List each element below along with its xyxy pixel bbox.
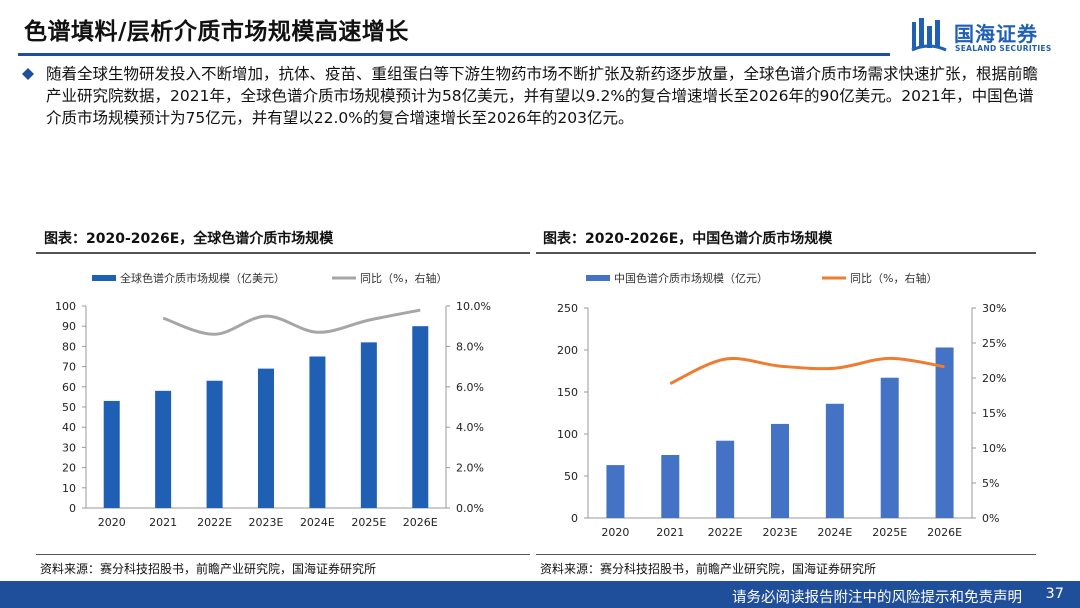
x-tick-label: 2025E — [872, 526, 907, 539]
x-tick-label: 2021 — [149, 516, 177, 529]
bar-2021 — [661, 455, 680, 518]
bar-2026E — [412, 326, 429, 508]
diamond-bullet-icon — [22, 68, 34, 80]
y2-tick-label: 8.0% — [456, 340, 484, 353]
y2-tick-label: 0% — [982, 512, 999, 525]
bar-2022E — [206, 380, 223, 508]
chart-global: 全球色谱介质市场规模（亿美元） 同比（%，右轴） 0 10 20 30 40 50 60 70 80… — [55, 271, 491, 529]
y-tick-label: 90 — [62, 320, 76, 333]
y-tick-label: 50 — [62, 401, 76, 414]
x-tick-label: 2026E — [403, 516, 438, 529]
y2-tick-label: 6.0% — [456, 381, 484, 394]
disclaimer-text: 请务必阅读报告附注中的风险提示和免责声明 — [732, 590, 1022, 606]
legend-bar-label: 中国色谱介质市场规模（亿元） — [614, 271, 768, 285]
page-number: 37 — [1045, 586, 1064, 602]
bar-2023E — [258, 368, 274, 508]
yoy-line — [162, 308, 421, 336]
legend-bar-label: 全球色谱介质市场规模（亿美元） — [120, 271, 285, 285]
logo: 国海证券 SEALAND SECURITIES — [910, 16, 1070, 56]
legend-line-label: 同比（%，右轴） — [360, 271, 447, 285]
footer-bar: 请务必阅读报告附注中的风险提示和免责声明 37 — [0, 581, 1080, 608]
x-tick-label: 2023E — [249, 516, 284, 529]
y-tick-label: 100 — [557, 428, 578, 441]
source-global: 资料来源：赛分科技招股书，前瞻产业研究院，国海证券研究所 — [40, 562, 377, 576]
x-tick-label: 2020 — [601, 526, 629, 539]
y-tick-label: 0 — [69, 502, 76, 515]
y-tick-label: 250 — [557, 302, 578, 315]
x-tick-label: 2025E — [351, 516, 386, 529]
y2-tick-label: 25% — [982, 337, 1006, 350]
x-tick-label: 2023E — [763, 526, 798, 539]
y-tick-label: 30 — [62, 441, 76, 454]
chart-china: 中国色谱介质市场规模（亿元） 同比（%，右轴） 0 50 100 150 200 250 0% 5… — [557, 271, 1006, 539]
header-rule — [18, 53, 890, 56]
legend-line-label: 同比（%，右轴） — [850, 271, 937, 285]
summary-paragraph: 随着全球生物研发投入不断增加，抗体、疫苗、重组蛋白等下游生物药市场不断扩张及新药… — [46, 65, 1039, 127]
bar-2024E — [309, 356, 326, 508]
x-tick-label: 2024E — [300, 516, 335, 529]
x-tick-label: 2022E — [197, 516, 232, 529]
y-tick-label: 10 — [62, 482, 76, 495]
bar-2023E — [771, 423, 789, 518]
chart-title-china: 图表：2020-2026E，中国色谱介质市场规模 — [543, 231, 833, 247]
legend-bar-swatch — [586, 275, 610, 281]
y-tick-label: 50 — [564, 470, 578, 483]
y2-tick-label: 20% — [982, 372, 1006, 385]
bar-2025E — [360, 342, 377, 508]
y2-tick-label: 2.0% — [456, 462, 484, 475]
y-tick-label: 100 — [55, 300, 76, 313]
chart-title-global: 图表：2020-2026E，全球色谱介质市场规模 — [44, 231, 334, 247]
y2-tick-label: 0.0% — [456, 502, 484, 515]
y2-tick-label: 4.0% — [456, 421, 484, 434]
y-tick-label: 40 — [62, 421, 76, 434]
y2-tick-label: 30% — [982, 302, 1006, 315]
source-rule-china — [536, 554, 1036, 555]
y-tick-label: 150 — [557, 386, 578, 399]
y-tick-label: 70 — [62, 361, 76, 374]
bar-2024E — [825, 403, 844, 518]
x-tick-label: 2024E — [817, 526, 852, 539]
y-tick-label: 0 — [571, 512, 578, 525]
y-tick-label: 20 — [62, 462, 76, 475]
y2-tick-label: 5% — [982, 477, 999, 490]
x-tick-label: 2026E — [927, 526, 962, 539]
y-tick-label: 200 — [557, 344, 578, 357]
bar-2022E — [716, 440, 735, 518]
bar-2025E — [880, 377, 899, 518]
y2-tick-label: 10% — [982, 442, 1006, 455]
yoy-line — [669, 356, 945, 385]
page-title: 色谱填料/层析介质市场规模高速增长 — [24, 19, 409, 45]
legend-bar-swatch — [92, 275, 116, 281]
y-tick-label: 60 — [62, 381, 76, 394]
bar-2026E — [935, 347, 954, 518]
y2-tick-label: 15% — [982, 407, 1006, 420]
source-china: 资料来源：赛分科技招股书，前瞻产业研究院，国海证券研究所 — [540, 562, 877, 576]
x-tick-label: 2021 — [656, 526, 684, 539]
bar-2020 — [103, 400, 120, 508]
x-tick-label: 2022E — [708, 526, 743, 539]
source-rule-global — [36, 554, 530, 555]
y-tick-label: 80 — [62, 340, 76, 353]
logo-subtext: SEALAND SECURITIES — [955, 44, 1052, 53]
sealand-logo-icon — [911, 18, 947, 52]
logo-text: 国海证券 — [954, 22, 1038, 46]
panel-rule-china — [536, 252, 1036, 254]
bar-2021 — [155, 390, 172, 508]
x-tick-label: 2020 — [98, 516, 126, 529]
y2-tick-label: 10.0% — [456, 300, 491, 313]
bar-2020 — [606, 465, 625, 518]
panel-rule-global — [36, 252, 530, 254]
